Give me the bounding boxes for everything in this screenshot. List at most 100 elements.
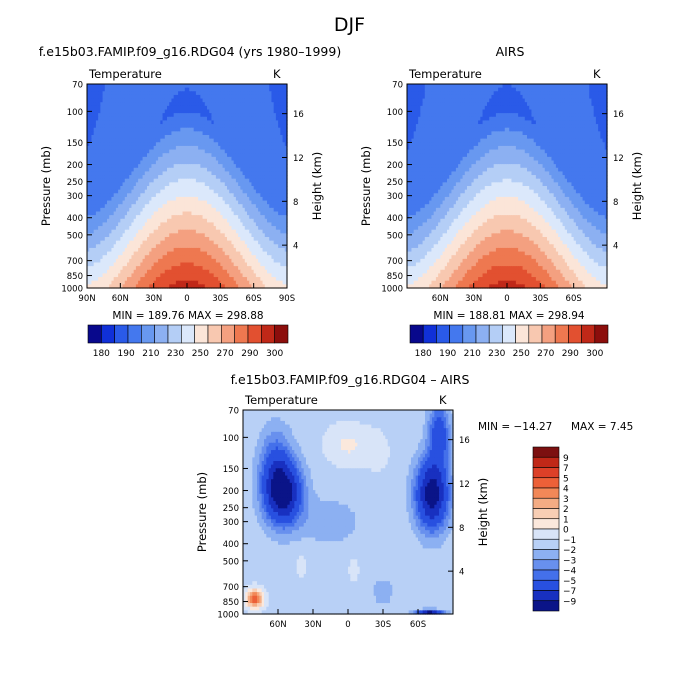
pressure-tick-label: 500	[67, 231, 83, 241]
panel3-title: f.e15b03.FAMIP.f09_g16.RDG04 – AIRS	[230, 372, 470, 387]
colorbar-swatch	[234, 324, 249, 344]
panel-1-plot: Temperature K 70 100 150 200 250 300 400 500 700 85…	[359, 67, 644, 304]
latitude-tick-label: 90S	[279, 294, 295, 304]
colorbar-swatch	[568, 324, 582, 344]
colorbar-swatch	[101, 324, 115, 344]
height-tick-label: 16	[459, 436, 470, 446]
latitude-tick-label: 30N	[465, 294, 482, 304]
colorbar-label: 180	[93, 349, 110, 359]
height-tick-label: 8	[293, 198, 298, 208]
pressure-tick-label: 150	[387, 139, 403, 149]
colorbar-label: 3	[563, 495, 569, 505]
latitude-tick-label: 30N	[304, 620, 321, 630]
colorbar-swatch	[532, 600, 560, 612]
pressure-tick-label: 100	[387, 108, 403, 118]
latitude-tick-label: 30S	[532, 294, 548, 304]
colorbar-label: −4	[563, 567, 577, 577]
colorbar-label: 1	[563, 515, 569, 525]
colorbar-swatch	[532, 467, 560, 479]
pressure-tick-label: 1000	[61, 285, 83, 295]
panel1-title: f.e15b03.FAMIP.f09_g16.RDG04 (yrs 1980–1…	[38, 44, 342, 59]
colorbar-label: 230	[488, 349, 505, 359]
height-tick-label: 8	[613, 198, 618, 208]
page-title: DJF	[333, 14, 366, 36]
pressure-tick-label: 850	[223, 598, 239, 608]
panel-0-plot: Temperature K 70 100 150 200 250 300 400 500 700 85…	[39, 67, 324, 304]
latitude-tick-label: 60S	[566, 294, 582, 304]
pressure-tick-label: 250	[387, 178, 403, 188]
colorbar-swatch	[221, 324, 235, 344]
panel-2-stats-max: MAX = 7.45	[571, 421, 633, 433]
colorbar-label: 4	[563, 485, 569, 495]
colorbar-label: 270	[217, 349, 234, 359]
panel-0-right-string: K	[273, 67, 281, 81]
colorbar-swatch	[247, 324, 262, 344]
pressure-tick-label: 500	[223, 557, 239, 567]
panel-2-contour-field	[243, 410, 454, 615]
colorbar-label: 210	[142, 349, 159, 359]
height-tick-label: 4	[459, 568, 464, 578]
pressure-tick-label: 100	[67, 108, 83, 118]
colorbar-swatch	[515, 324, 530, 344]
colorbar-label: 250	[513, 349, 530, 359]
panel-2-ylabel-right: Height (km)	[476, 478, 490, 547]
colorbar-label: 290	[562, 349, 579, 359]
latitude-tick-label: 0	[345, 620, 350, 630]
latitude-tick-label: 60S	[410, 620, 426, 630]
height-tick-label: 12	[613, 154, 624, 164]
colorbar-swatch	[274, 324, 289, 344]
pressure-tick-label: 1000	[217, 611, 239, 621]
panel-2-ylabel: Pressure (mb)	[195, 472, 209, 552]
colorbar-swatch	[261, 324, 275, 344]
height-tick-label: 8	[459, 524, 464, 534]
colorbar-swatch	[127, 324, 142, 344]
colorbar-swatch	[532, 487, 560, 499]
latitude-tick-label: 30S	[375, 620, 391, 630]
latitude-tick-label: 0	[184, 294, 189, 304]
colorbar-label: −2	[563, 546, 576, 556]
height-tick-label: 4	[293, 242, 298, 252]
colorbar-label: 210	[464, 349, 481, 359]
colorbar-swatch	[581, 324, 596, 344]
colorbar-swatch	[475, 324, 490, 344]
pressure-tick-label: 700	[67, 257, 83, 267]
colorbar-label: 250	[192, 349, 209, 359]
colorbar-swatch	[532, 579, 560, 591]
colorbar-label: 300	[586, 349, 603, 359]
colorbar-swatch	[409, 324, 424, 344]
colorbar-swatch	[194, 324, 209, 344]
colorbar-swatch	[167, 324, 182, 344]
colorbar-label: −5	[563, 577, 576, 587]
colorbar-swatch	[528, 324, 543, 344]
colorbar-label: 270	[537, 349, 554, 359]
pressure-tick-label: 400	[387, 214, 403, 224]
colorbar-swatch	[594, 324, 609, 344]
pressure-tick-label: 300	[387, 192, 403, 202]
panel-1-stats: MIN = 188.81 MAX = 298.94	[433, 310, 585, 322]
height-tick-label: 12	[459, 480, 470, 490]
panel-2-right-string: K	[439, 393, 447, 407]
latitude-tick-label: 90N	[78, 294, 95, 304]
colorbar-label: −9	[563, 597, 577, 607]
colorbar-swatch	[436, 324, 450, 344]
pressure-tick-label: 150	[223, 465, 239, 475]
colorbar-swatch	[532, 569, 560, 581]
colorbar-label: 290	[241, 349, 258, 359]
colorbar-swatch	[532, 518, 560, 530]
colorbar-label: 230	[167, 349, 184, 359]
colorbar-swatch	[462, 324, 477, 344]
panel-0-left-string: Temperature	[88, 67, 162, 81]
colorbar-label: −7	[563, 587, 576, 597]
panel-1-left-string: Temperature	[408, 67, 482, 81]
pressure-tick-label: 300	[67, 192, 83, 202]
colorbar-label: 9	[563, 454, 569, 464]
colorbar-label: 5	[563, 474, 569, 484]
colorbar-swatch	[502, 324, 516, 344]
pressure-tick-label: 70	[72, 81, 83, 91]
colorbar-swatch	[541, 324, 556, 344]
colorbar-swatch	[207, 324, 222, 344]
panel-2-plot: Temperature K 70 100 150 200 250 300 400 500 700 85…	[195, 393, 490, 630]
colorbar-swatch	[532, 590, 560, 602]
pressure-tick-label: 70	[228, 407, 239, 417]
